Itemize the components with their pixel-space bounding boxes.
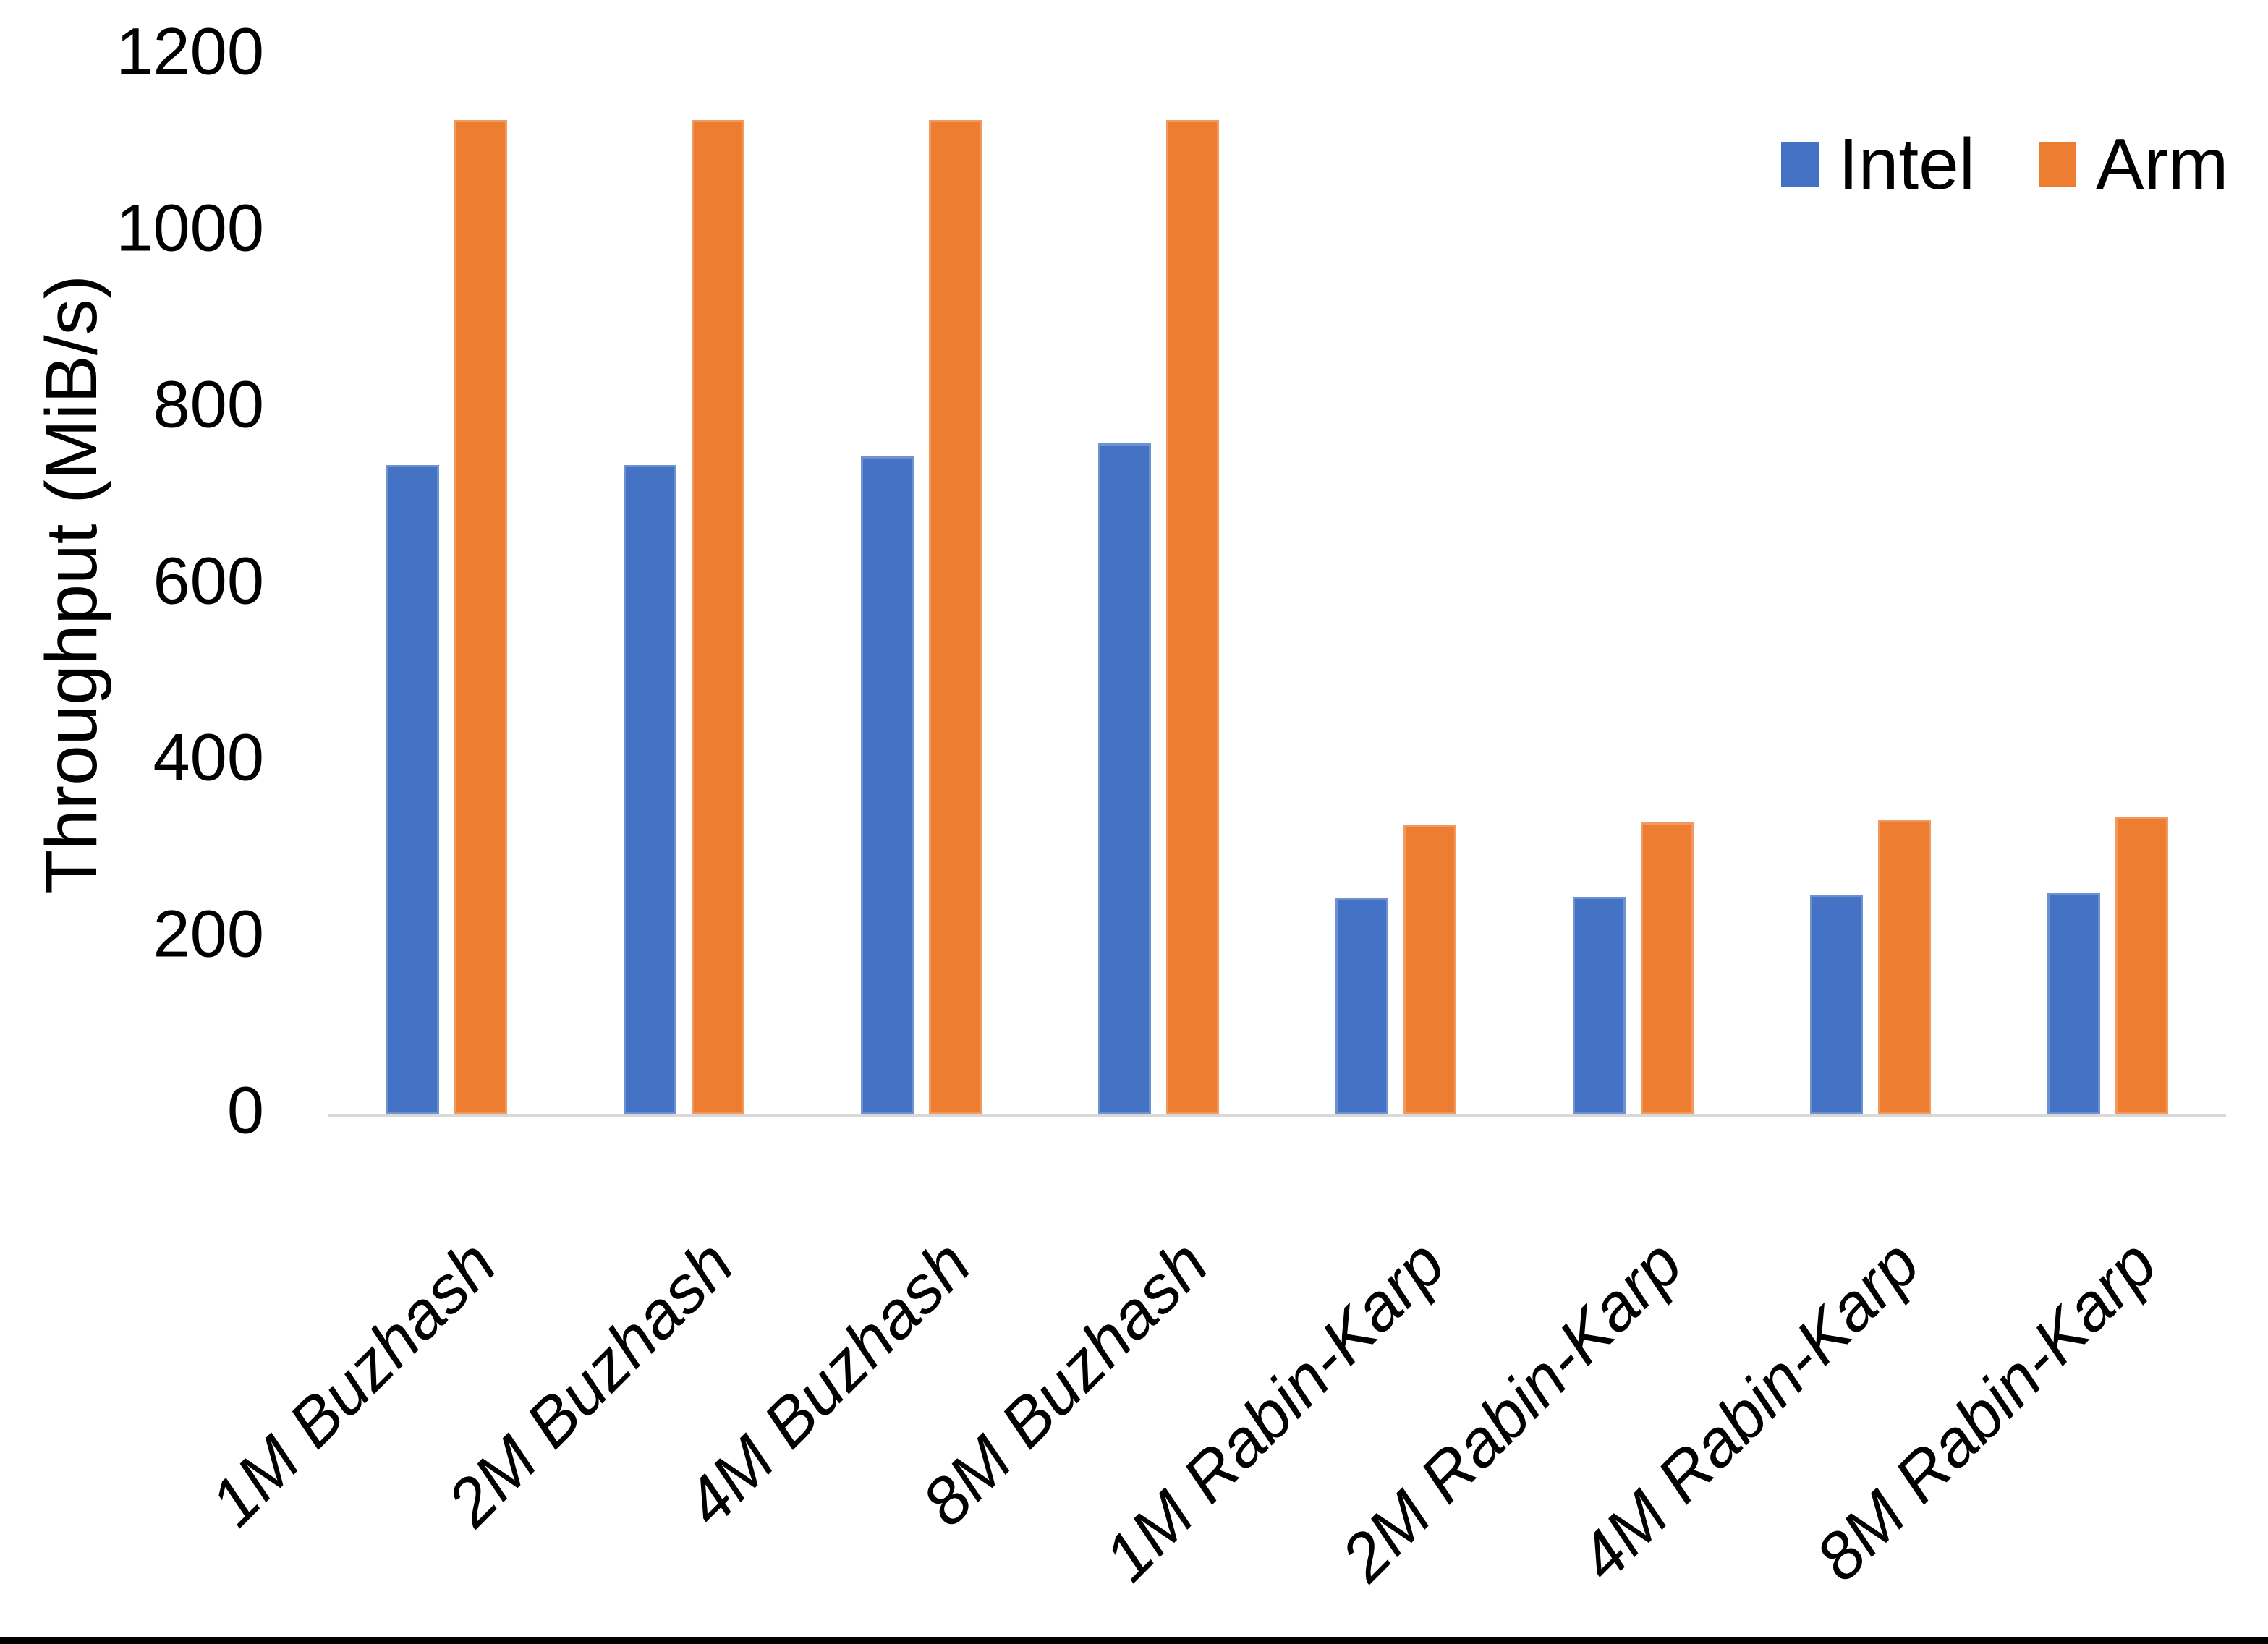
y-tick-label: 400 — [153, 720, 265, 795]
y-tick-label: 200 — [153, 897, 265, 971]
bar-intel-5 — [1335, 898, 1388, 1114]
x-axis-line — [328, 1114, 2226, 1117]
bar-intel-7 — [1810, 895, 1863, 1114]
y-tick-label: 1200 — [116, 14, 264, 89]
bar-arm-8 — [2115, 817, 2168, 1114]
legend: Intel Arm — [1781, 123, 2228, 206]
bar-intel-6 — [1573, 896, 1626, 1114]
bar-arm-3 — [929, 120, 982, 1114]
bar-intel-3 — [861, 456, 914, 1114]
bottom-border-bar — [0, 1637, 2268, 1644]
legend-item-intel: Intel — [1781, 123, 1975, 206]
bar-arm-7 — [1878, 819, 1931, 1114]
legend-item-arm: Arm — [2039, 123, 2228, 206]
legend-label-arm: Arm — [2096, 124, 2229, 205]
bar-arm-5 — [1403, 825, 1456, 1114]
legend-swatch-intel — [1781, 142, 1819, 187]
y-tick-label: 1000 — [116, 191, 264, 265]
bar-intel-4 — [1098, 443, 1151, 1114]
bar-arm-1 — [454, 120, 507, 1114]
bar-intel-1 — [386, 465, 439, 1114]
y-tick-label: 600 — [153, 544, 265, 618]
y-tick-label: 0 — [226, 1073, 264, 1148]
bar-intel-2 — [624, 465, 676, 1114]
bar-intel-8 — [2047, 893, 2100, 1114]
legend-label-intel: Intel — [1838, 124, 1976, 205]
bar-arm-4 — [1166, 120, 1219, 1114]
y-axis-title: Throughput (MiB/s) — [31, 275, 112, 894]
y-tick-label: 800 — [153, 367, 265, 442]
bar-arm-6 — [1641, 822, 1694, 1114]
legend-swatch-arm — [2039, 142, 2077, 187]
bar-arm-2 — [692, 120, 744, 1114]
